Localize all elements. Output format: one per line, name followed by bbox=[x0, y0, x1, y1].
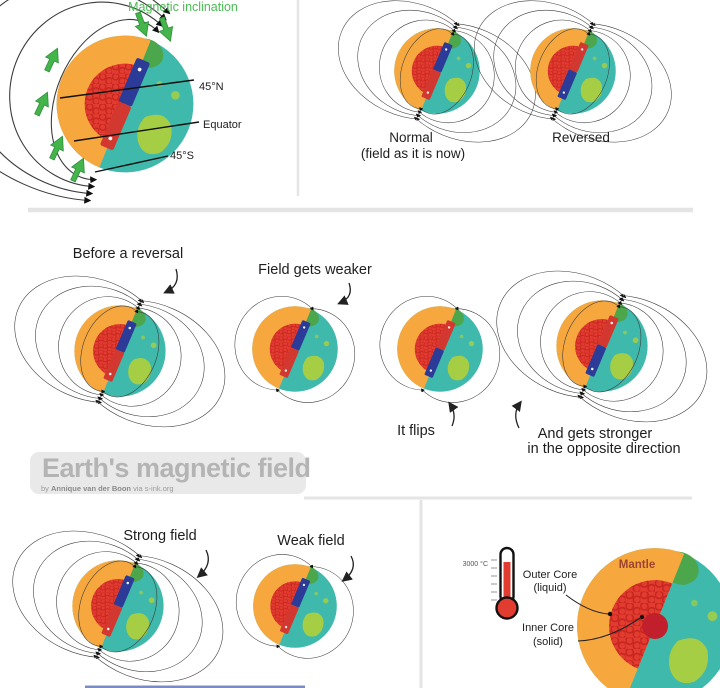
inner-core-state-label: (solid) bbox=[533, 636, 563, 648]
earth-before-reversal bbox=[0, 253, 245, 450]
equator-label: Equator bbox=[203, 119, 242, 131]
latitude-lines bbox=[59, 79, 200, 173]
title-box bbox=[30, 452, 306, 494]
earth-normal bbox=[320, 0, 554, 164]
temperature-label: 3000 °C bbox=[462, 561, 488, 568]
normal-sub-label: (field as it is now) bbox=[360, 146, 466, 161]
normal-label: Normal bbox=[389, 130, 433, 145]
byline-via: via s-ink.org bbox=[133, 484, 174, 493]
earth-flipped bbox=[365, 282, 514, 417]
earth-weaker bbox=[220, 282, 369, 417]
weak-field-label: Weak field bbox=[277, 533, 345, 549]
gets-stronger-label-1: And gets stronger bbox=[537, 426, 653, 442]
mantle-label: Mantle bbox=[618, 559, 656, 571]
byline: by Annique van der Boon via s-ink.org bbox=[41, 484, 174, 494]
outer-core-state-label: (liquid) bbox=[533, 582, 567, 594]
thermometer-icon bbox=[491, 546, 519, 620]
panel-borders bbox=[28, 0, 693, 688]
annotation-arrows bbox=[163, 268, 522, 582]
earth-structure bbox=[577, 548, 720, 688]
structure-leader-lines bbox=[565, 594, 645, 642]
lat-45n-label: 45°N bbox=[199, 81, 224, 93]
inner-core-label: Inner Core bbox=[522, 622, 574, 634]
earth-weak-field bbox=[222, 541, 368, 673]
it-flips-label: It flips bbox=[397, 423, 435, 439]
lat-45s-label: 45°S bbox=[170, 150, 194, 162]
earth-stronger-opposite bbox=[477, 248, 720, 445]
page-title: Earth's magnetic field bbox=[42, 453, 311, 483]
field-weaker-label: Field gets weaker bbox=[258, 262, 372, 278]
byline-prefix: by bbox=[41, 484, 49, 493]
before-reversal-label: Before a reversal bbox=[72, 246, 184, 262]
gets-stronger-label-2: in the opposite direction bbox=[527, 441, 681, 457]
byline-author: Annique van der Boon bbox=[51, 484, 132, 493]
magnetic-inclination-label: Magnetic inclination bbox=[128, 0, 238, 14]
inner-core-circle bbox=[642, 613, 668, 639]
bottom-blue-strip bbox=[85, 685, 305, 688]
outer-core-label: Outer Core bbox=[522, 569, 578, 581]
reversed-label: Reversed bbox=[552, 130, 610, 145]
strong-field-label: Strong field bbox=[123, 528, 197, 544]
earth-strong-field bbox=[0, 508, 243, 688]
